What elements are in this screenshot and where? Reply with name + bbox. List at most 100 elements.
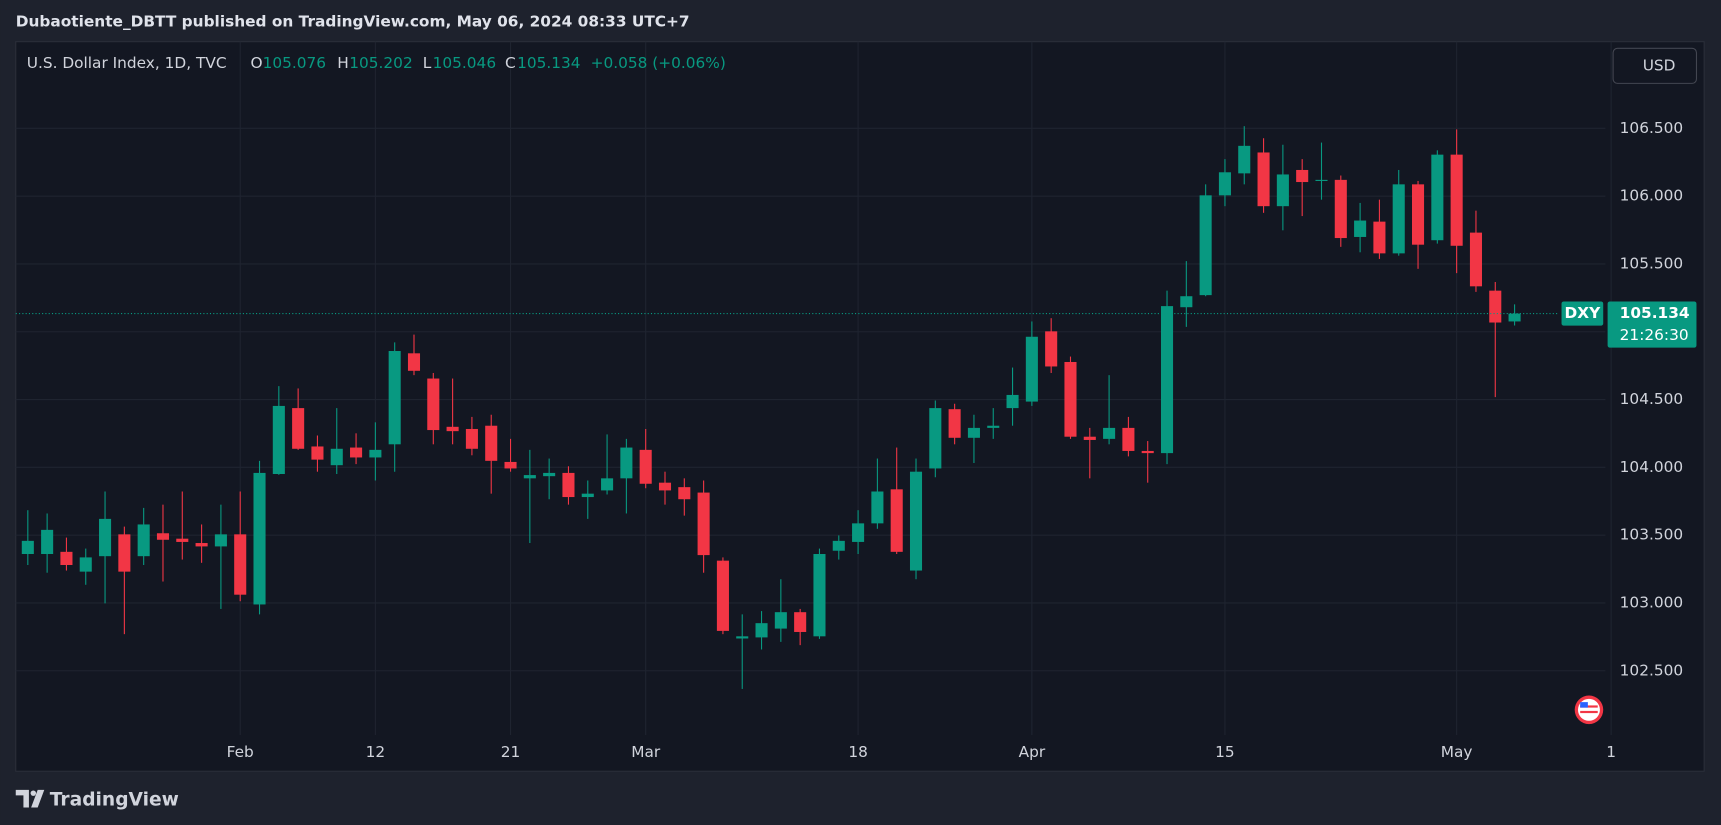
currency-button[interactable]: USD bbox=[1612, 47, 1698, 84]
flag-icon bbox=[1574, 695, 1604, 725]
y-tick-label: 106.500 bbox=[1620, 119, 1683, 137]
candle-body bbox=[987, 425, 1000, 428]
candle-body bbox=[871, 491, 884, 524]
candle-body bbox=[253, 472, 266, 605]
candle-body bbox=[1469, 232, 1482, 287]
x-tick-label: Mar bbox=[631, 743, 661, 761]
candle-body bbox=[1122, 427, 1135, 451]
y-tick-label: 105.500 bbox=[1620, 254, 1683, 272]
candle-body bbox=[214, 534, 227, 547]
candle-body bbox=[1296, 169, 1309, 183]
flag-stripe bbox=[1580, 710, 1598, 714]
legend-change: +0.058 (+0.06%) bbox=[591, 54, 726, 72]
legend-label: H bbox=[337, 54, 349, 72]
x-tick-label: 21 bbox=[501, 743, 521, 761]
logo-dot bbox=[30, 790, 37, 796]
candle-body bbox=[813, 554, 826, 637]
candle-body bbox=[388, 351, 401, 445]
y-tick-label: 106.000 bbox=[1620, 187, 1683, 205]
candle-body bbox=[832, 540, 845, 551]
symbol-title: U.S. Dollar Index, 1D, TVC bbox=[27, 54, 227, 72]
legend-label: O bbox=[251, 54, 263, 72]
brand-name: TradingView bbox=[50, 789, 179, 810]
candle-body bbox=[1083, 436, 1096, 440]
candle-body bbox=[485, 425, 498, 461]
candle-body bbox=[234, 534, 247, 595]
candle-body bbox=[1276, 174, 1289, 207]
y-tick-label: 103.500 bbox=[1620, 526, 1683, 544]
candle-body bbox=[1160, 306, 1174, 454]
candle-body bbox=[1218, 172, 1231, 196]
candle-body bbox=[1431, 154, 1444, 241]
candle-body bbox=[967, 427, 980, 438]
countdown: 21:26:30 bbox=[1620, 326, 1689, 344]
candle-body bbox=[929, 408, 942, 469]
candle-body bbox=[1489, 290, 1502, 323]
symbol-tag-box bbox=[1561, 301, 1604, 326]
price-label: DXY 105.134 21:26:30 bbox=[15, 301, 1697, 348]
y-tick-label: 102.500 bbox=[1620, 661, 1683, 679]
legend: U.S. Dollar Index, 1D, TVC O 105.076 H 1… bbox=[27, 54, 726, 72]
candle-body bbox=[350, 447, 363, 458]
candle-body bbox=[60, 551, 73, 565]
candle-body bbox=[620, 447, 633, 479]
candle-body bbox=[890, 489, 903, 552]
candle-body bbox=[1354, 220, 1367, 237]
currency-button-frame[interactable] bbox=[1612, 47, 1698, 84]
flag-canton bbox=[1580, 702, 1588, 708]
price-tag: 105.134 bbox=[1620, 304, 1690, 322]
candle-body bbox=[852, 523, 865, 542]
candle-body bbox=[794, 612, 807, 632]
candle-body bbox=[639, 449, 652, 484]
legend-value: 105.076 bbox=[263, 54, 326, 72]
candle-body bbox=[948, 409, 961, 438]
candle-body bbox=[1103, 427, 1116, 439]
candle-body bbox=[1411, 184, 1425, 245]
candle-body bbox=[1334, 179, 1347, 239]
candle-body bbox=[272, 405, 285, 474]
candle-body bbox=[1315, 179, 1328, 181]
candle-body bbox=[195, 543, 208, 547]
candle-body bbox=[716, 560, 729, 631]
candle-body bbox=[1064, 361, 1077, 437]
logo-mark bbox=[15, 789, 45, 808]
candle-body bbox=[427, 378, 440, 431]
candle-body bbox=[909, 471, 923, 571]
candle-body bbox=[41, 529, 54, 555]
candle-body bbox=[543, 472, 556, 477]
candle-body bbox=[523, 475, 536, 479]
candle-body bbox=[1508, 313, 1521, 322]
x-tick-label: 12 bbox=[366, 743, 386, 761]
candle-body bbox=[1392, 184, 1405, 254]
chart-area bbox=[15, 41, 1705, 772]
flag-stripe bbox=[1580, 705, 1598, 708]
candle-body bbox=[697, 492, 710, 556]
candle-body bbox=[330, 448, 343, 466]
candle-body bbox=[736, 636, 749, 639]
x-tick-label: 18 bbox=[848, 743, 868, 761]
candle-body bbox=[465, 428, 478, 449]
candle-body bbox=[446, 426, 459, 432]
x-tick-label: May bbox=[1441, 743, 1473, 761]
x-tick-label: Apr bbox=[1019, 743, 1046, 761]
candle-body bbox=[137, 524, 150, 557]
legend-value: 105.202 bbox=[349, 54, 412, 72]
candle-body bbox=[562, 472, 575, 498]
candle-body bbox=[1045, 331, 1058, 367]
x-tick-label: 1 bbox=[1606, 743, 1616, 761]
candle-body bbox=[581, 493, 594, 498]
candle-body bbox=[1199, 195, 1212, 296]
candle-body bbox=[1238, 145, 1251, 174]
legend-value: 105.046 bbox=[433, 54, 496, 72]
candle-body bbox=[1373, 221, 1386, 254]
symbol-tag: DXY bbox=[1565, 304, 1602, 322]
candle-body bbox=[311, 446, 324, 460]
legend-label: C bbox=[505, 54, 516, 72]
currency-label[interactable]: USD bbox=[1643, 56, 1676, 74]
candle-body bbox=[1257, 152, 1270, 207]
candle-body bbox=[1141, 450, 1154, 454]
legend-label: L bbox=[423, 54, 432, 72]
candle-body bbox=[504, 461, 517, 469]
